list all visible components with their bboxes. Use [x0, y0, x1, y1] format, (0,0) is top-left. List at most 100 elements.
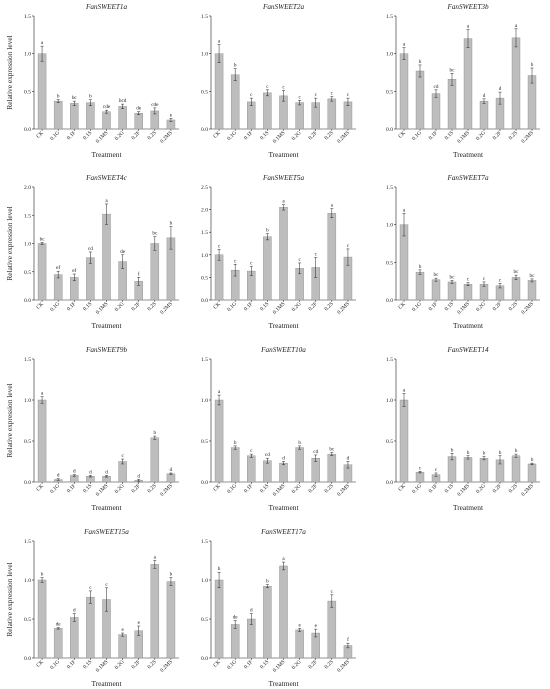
x-tick-label: 0.1MS: [456, 301, 471, 316]
bar: [37, 399, 47, 483]
bar: [327, 453, 337, 483]
significance-letter: de: [136, 106, 142, 112]
significance-letter: b: [154, 430, 157, 436]
significance-letter: bc: [450, 274, 456, 280]
significance-letter: c: [282, 85, 285, 91]
significance-letter: e: [121, 627, 124, 633]
x-tick-label: 0.1G: [49, 130, 61, 142]
significance-letter: cde: [151, 102, 159, 108]
x-tick-label: 0.1G: [49, 483, 61, 495]
significance-letter: c: [234, 258, 237, 264]
significance-letter: b: [234, 63, 237, 69]
significance-letter: b: [531, 62, 534, 68]
significance-letter: b: [170, 221, 173, 227]
significance-letter: c: [298, 257, 301, 263]
x-tick-label: 0.2F: [492, 483, 503, 494]
bar: [415, 70, 425, 130]
y-tick-label: 1.0: [386, 223, 393, 229]
x-tick-label: 0.2F: [307, 301, 318, 312]
x-tick-label: 0.1F: [66, 301, 77, 312]
x-tick-label: 0.2G: [114, 301, 126, 313]
bar: [327, 98, 337, 130]
panel-title: FanSWEET5a: [262, 174, 305, 182]
bar: [399, 53, 409, 130]
bar: [399, 399, 409, 483]
x-axis-label: Treatment: [268, 321, 299, 330]
significance-letter: b: [467, 450, 470, 456]
x-axis-label: Treatment: [91, 321, 122, 330]
x-tick-label: CK: [212, 483, 222, 493]
significance-letter: bc: [329, 446, 335, 452]
x-tick-label: 0.2MS: [520, 483, 535, 498]
x-tick-label: 0.2S: [147, 130, 158, 141]
x-axis-label: Treatment: [91, 679, 122, 688]
significance-letter: a: [218, 389, 221, 395]
y-tick-label: 1.0: [24, 52, 31, 58]
x-tick-label: 0.1G: [226, 483, 238, 495]
significance-letter: bc: [434, 272, 440, 278]
y-tick-label: 1.0: [201, 253, 208, 259]
x-tick-label: 0.1G: [411, 301, 423, 313]
panel-title: FanSWEET9b: [85, 346, 128, 354]
significance-letter: bc: [72, 95, 78, 101]
significance-letter: c: [347, 92, 350, 98]
x-tick-label: 0.1F: [243, 301, 254, 312]
x-tick-label: 0.1G: [226, 130, 238, 142]
significance-letter: b: [266, 228, 269, 234]
x-tick-label: 0.2G: [114, 130, 126, 142]
significance-letter: d: [73, 469, 76, 475]
x-tick-label: 0.1F: [243, 659, 254, 670]
x-tick-label: CK: [35, 483, 45, 493]
significance-letter: ef: [72, 267, 76, 274]
significance-letter: e: [315, 623, 318, 629]
x-tick-label: 0.2F: [130, 130, 141, 141]
x-tick-label: 0.1MS: [272, 659, 287, 674]
y-tick-label: 0.5: [386, 260, 393, 266]
significance-letter: a: [467, 24, 470, 30]
bar: [431, 93, 441, 130]
x-tick-label: 0.1MS: [456, 483, 471, 498]
bar: [527, 280, 537, 301]
bar: [263, 92, 272, 130]
x-tick-label: 0.2S: [508, 301, 519, 312]
x-tick-label: 0.1F: [66, 483, 77, 494]
bar: [527, 463, 537, 483]
significance-letter: c: [121, 453, 124, 459]
y-tick-label: 0.0: [24, 656, 31, 662]
y-tick-label: 0.0: [386, 127, 393, 133]
panel-title: FanSWEET15a: [83, 528, 129, 536]
significance-letter: c: [89, 585, 92, 591]
significance-letter: d: [73, 608, 76, 614]
panel-title: FanSWEET7a: [446, 174, 489, 182]
significance-letter: b: [170, 572, 173, 578]
y-tick-label: 2.0: [201, 208, 208, 214]
y-tick-label: 1.5: [24, 213, 31, 219]
y-axis-label: Relative expression level: [5, 206, 14, 280]
significance-letter: a: [282, 199, 285, 205]
x-tick-label: 0.1G: [226, 659, 238, 671]
significance-letter: c: [315, 92, 318, 98]
x-tick-label: 0.1S: [82, 483, 93, 494]
significance-letter: bc: [450, 67, 456, 73]
y-tick-label: 1.5: [24, 357, 31, 363]
y-tick-label: 0.0: [386, 480, 393, 486]
significance-letter: b: [57, 94, 60, 100]
significance-letter: c: [419, 465, 422, 471]
bar: [214, 399, 224, 483]
significance-letter: cd: [265, 452, 270, 458]
bar: [263, 460, 272, 483]
y-tick-label: 0.5: [386, 89, 393, 95]
x-tick-label: CK: [397, 301, 407, 311]
significance-letter: a: [105, 198, 108, 204]
bar: [53, 100, 63, 130]
y-tick-label: 1.5: [24, 539, 31, 545]
bar: [70, 617, 79, 659]
y-axis-label: Relative expression level: [5, 562, 14, 636]
x-tick-label: 0.2MS: [336, 130, 351, 145]
x-tick-label: 0.2MS: [520, 130, 535, 145]
y-axis-label: Relative expression level: [5, 35, 14, 109]
y-tick-label: 1.0: [386, 398, 393, 404]
y-tick-label: 0.5: [386, 439, 393, 445]
y-tick-label: 2.5: [201, 185, 208, 191]
y-tick-label: 1.5: [386, 14, 393, 20]
